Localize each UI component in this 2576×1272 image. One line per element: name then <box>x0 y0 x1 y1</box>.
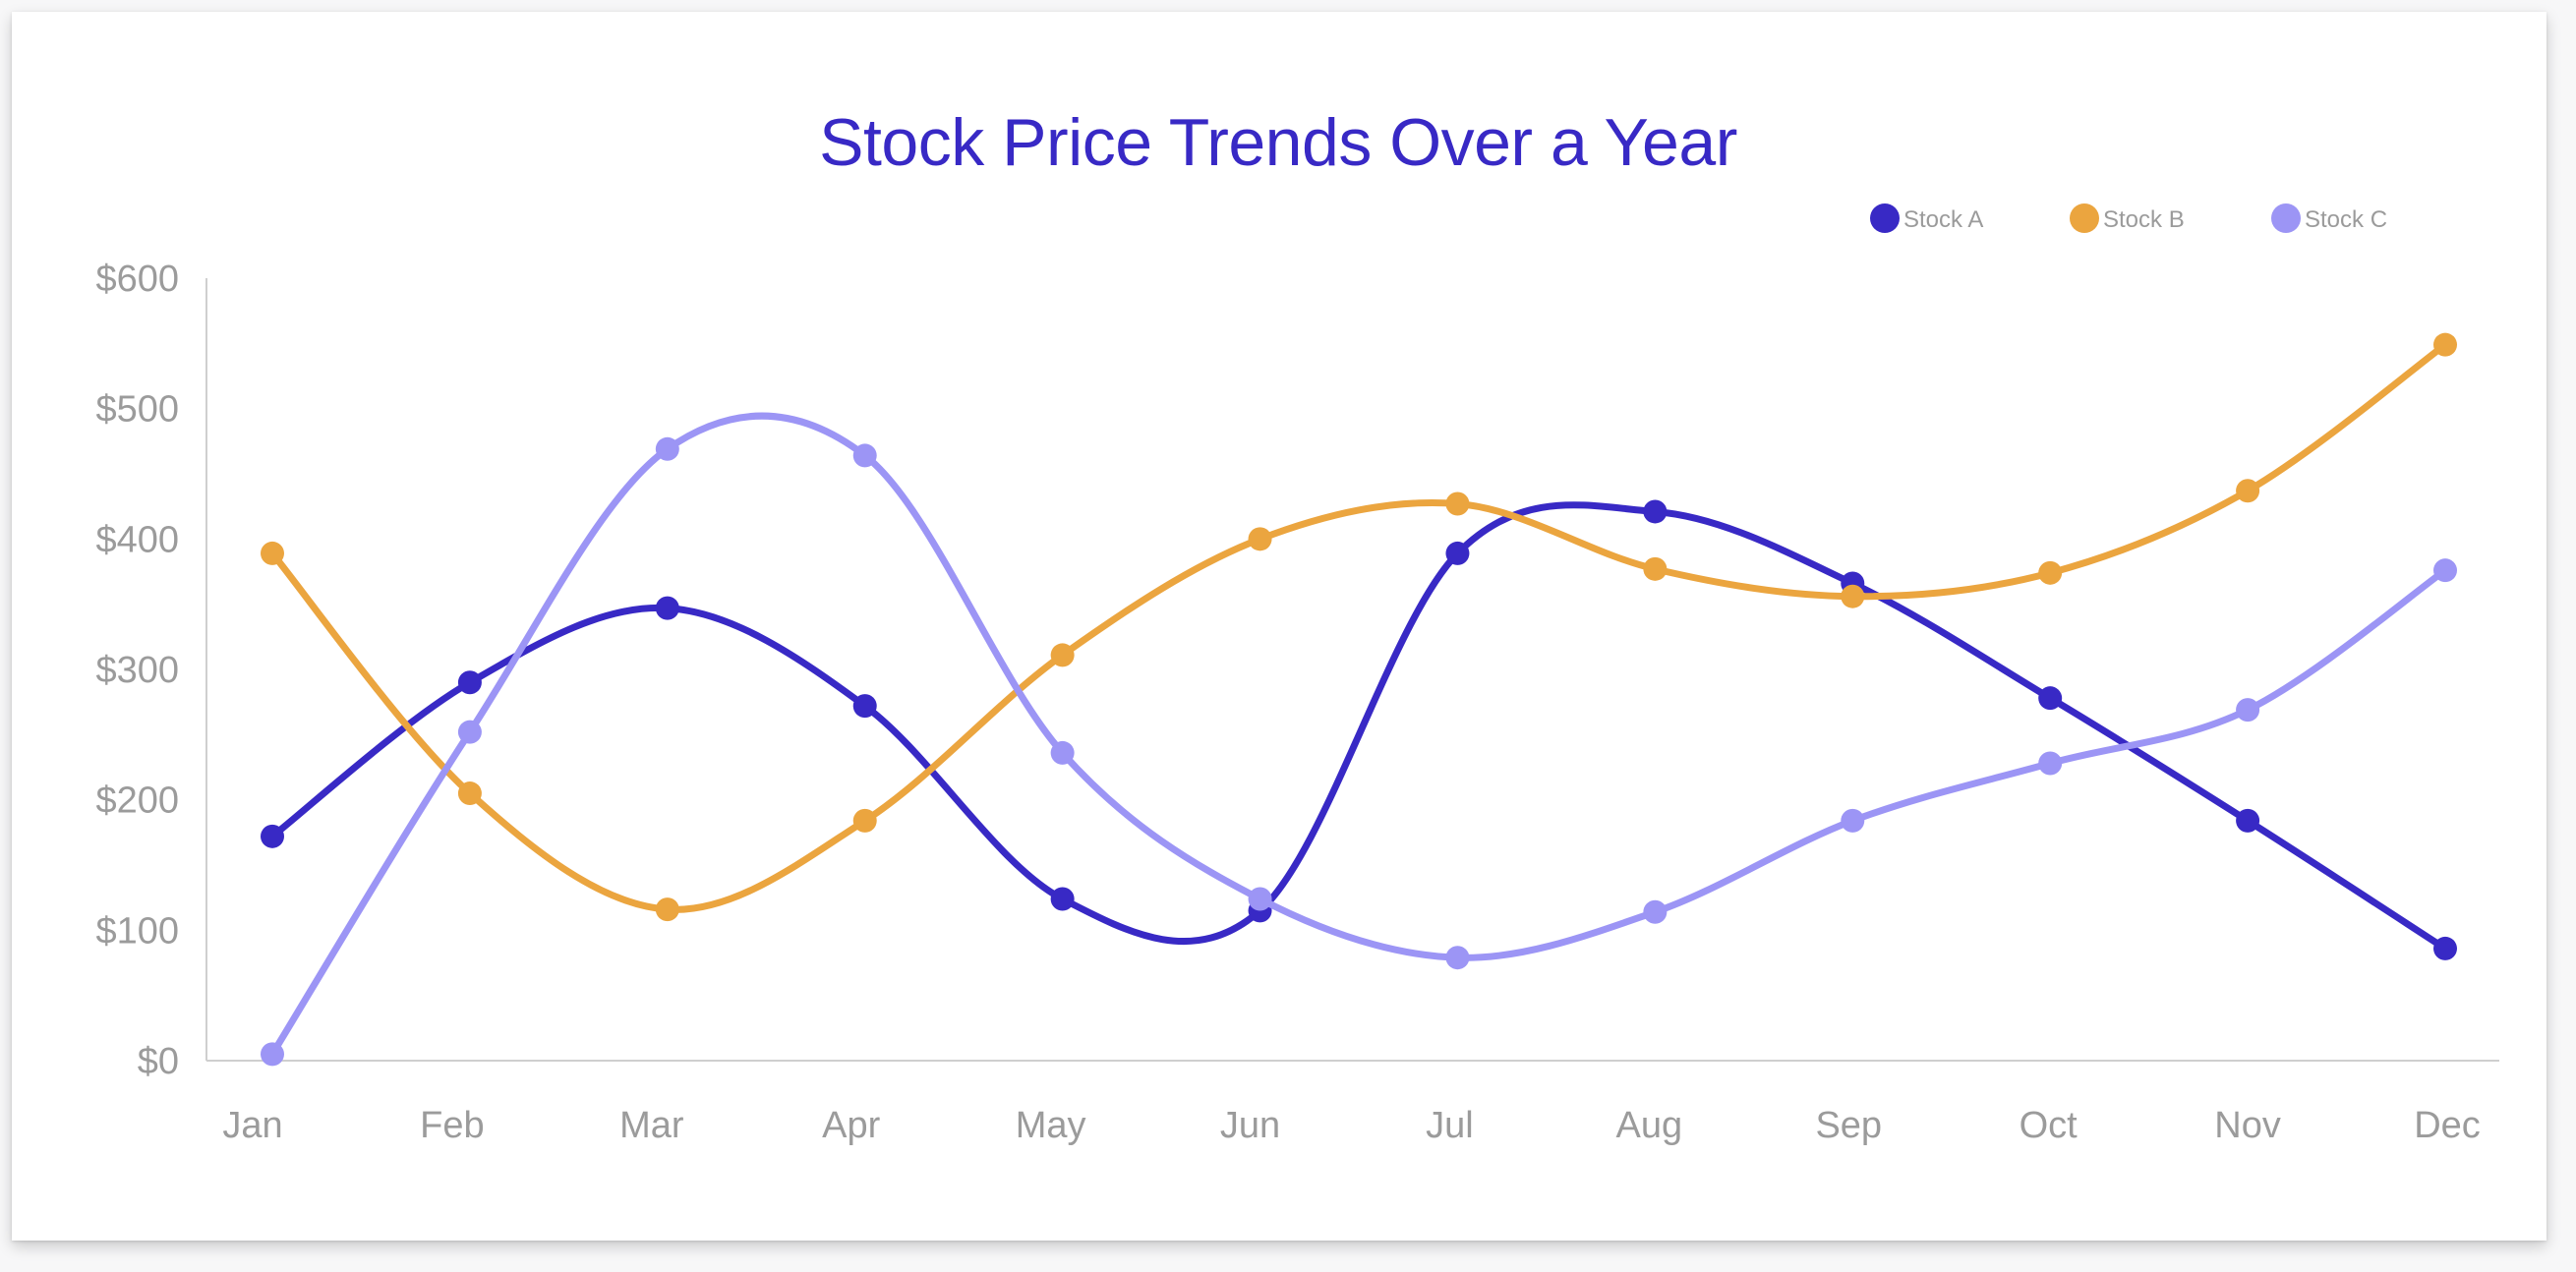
x-tick-label: Apr <box>822 1105 880 1146</box>
y-tick-label: $0 <box>138 1041 179 1082</box>
x-tick-label: Jun <box>1220 1105 1280 1146</box>
y-axis: $0 $100 $200 $300 $400 $500 $600 <box>95 259 207 1082</box>
data-point[interactable] <box>1841 808 1865 833</box>
data-point[interactable] <box>261 541 284 565</box>
chart-card <box>12 12 2547 1241</box>
legend-label: Stock B <box>2103 206 2185 233</box>
y-tick-label: $600 <box>95 259 179 300</box>
data-point[interactable] <box>1248 887 1272 911</box>
data-point[interactable] <box>2433 558 2457 583</box>
x-tick-label: Oct <box>2020 1105 2078 1146</box>
data-point[interactable] <box>655 436 679 461</box>
y-tick-label: $100 <box>95 910 179 952</box>
x-tick-label: Feb <box>420 1105 484 1146</box>
data-point[interactable] <box>1643 556 1668 581</box>
x-tick-label: Jan <box>222 1105 282 1146</box>
x-tick-label: May <box>1016 1105 1086 1146</box>
data-point[interactable] <box>1643 899 1668 924</box>
series-stock-c <box>261 412 2457 1067</box>
data-point[interactable] <box>2433 936 2457 960</box>
x-axis: Jan Feb Mar Apr May Jun Jul Aug Sep Oct Nov Dec <box>206 1060 2499 1146</box>
data-point[interactable] <box>655 596 679 620</box>
data-point[interactable] <box>1050 643 1075 667</box>
data-point[interactable] <box>1841 584 1865 608</box>
x-tick-label: Jul <box>1426 1105 1474 1146</box>
data-point[interactable] <box>457 720 482 744</box>
legend-item[interactable]: Stock C <box>2271 203 2387 233</box>
legend-label: Stock A <box>1903 206 1983 233</box>
legend-item[interactable]: Stock A <box>1870 203 1983 233</box>
data-point[interactable] <box>2236 808 2260 833</box>
legend-item[interactable]: Stock B <box>2070 203 2185 233</box>
data-point[interactable] <box>2433 332 2457 357</box>
series-layer <box>261 332 2457 1067</box>
data-point[interactable] <box>1445 541 1470 565</box>
data-point[interactable] <box>852 443 877 468</box>
series-line <box>268 341 2449 913</box>
data-point[interactable] <box>655 897 679 922</box>
data-point[interactable] <box>457 670 482 695</box>
legend-label: Stock C <box>2305 206 2387 233</box>
x-tick-label: Dec <box>2414 1105 2481 1146</box>
data-point[interactable] <box>1643 499 1668 524</box>
legend: Stock A Stock B Stock C <box>1870 203 2387 233</box>
x-tick-label: Mar <box>619 1105 684 1146</box>
y-tick-label: $200 <box>95 781 179 822</box>
data-point[interactable] <box>1445 946 1470 970</box>
data-point[interactable] <box>2236 479 2260 503</box>
y-tick-label: $400 <box>95 519 179 560</box>
data-point[interactable] <box>852 808 877 833</box>
legend-swatch <box>2271 203 2301 233</box>
x-tick-label: Nov <box>2214 1105 2281 1146</box>
data-point[interactable] <box>1445 491 1470 516</box>
data-point[interactable] <box>2038 751 2063 776</box>
data-point[interactable] <box>261 1042 284 1067</box>
legend-swatch <box>2070 203 2099 233</box>
y-tick-label: $300 <box>95 650 179 691</box>
x-tick-label: Sep <box>1815 1105 1882 1146</box>
series-line <box>268 501 2449 953</box>
legend-swatch <box>1870 203 1900 233</box>
chart-title: Stock Price Trends Over a Year <box>819 105 1737 180</box>
data-point[interactable] <box>2236 698 2260 723</box>
x-tick-label: Aug <box>1616 1105 1683 1146</box>
data-point[interactable] <box>261 824 284 848</box>
data-point[interactable] <box>2038 686 2063 711</box>
series-stock-a <box>261 499 2457 960</box>
y-tick-label: $500 <box>95 389 179 431</box>
data-point[interactable] <box>1248 527 1272 551</box>
series-stock-b <box>261 332 2457 922</box>
data-point[interactable] <box>852 694 877 719</box>
data-point[interactable] <box>457 781 482 806</box>
data-point[interactable] <box>1050 887 1075 911</box>
data-point[interactable] <box>1050 740 1075 765</box>
data-point[interactable] <box>2038 560 2063 585</box>
